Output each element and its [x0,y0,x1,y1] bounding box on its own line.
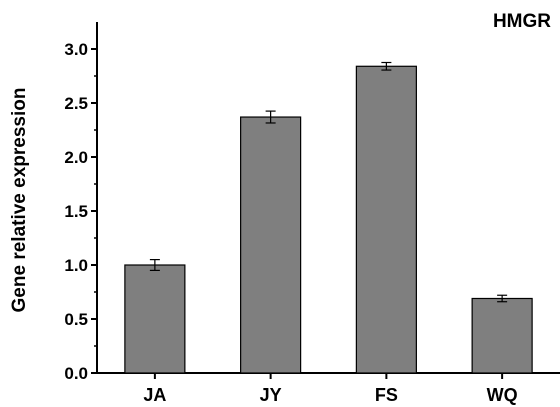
x-tick-label: JA [143,385,166,405]
bar-wq [472,298,532,373]
bar-ja [125,265,185,373]
y-tick-label: 2.5 [64,94,88,113]
y-tick-label: 3.0 [64,40,88,59]
x-tick-label: FS [375,385,398,405]
y-axis-label: Gene relative expression [9,88,30,313]
chart-title: HMGR [493,11,551,32]
y-tick-label: 1.0 [64,256,88,275]
y-tick-label: 1.5 [64,202,88,221]
x-tick-label: WQ [487,385,518,405]
bar-jy [241,117,301,373]
bar-fs [356,66,416,373]
x-tick-label: JY [260,385,282,405]
plot-area: 0.0 0.5 1.0 1.5 2.0 2.5 3.0 JA JY FS WQ [64,22,560,405]
y-tick-label: 0.0 [64,364,88,383]
y-tick-label: 0.5 [64,310,88,329]
y-tick-label: 2.0 [64,148,88,167]
